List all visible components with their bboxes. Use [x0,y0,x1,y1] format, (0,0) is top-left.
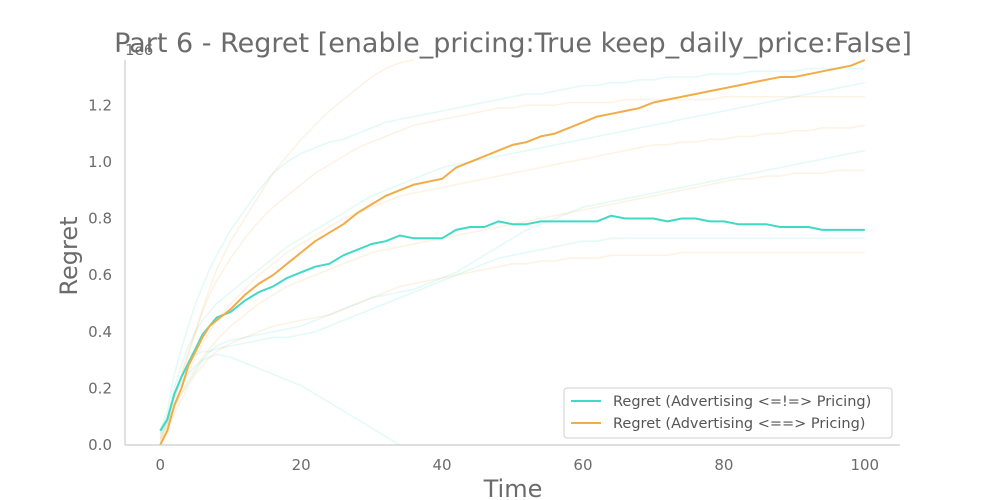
y-tick-label: 0.6 [88,266,112,284]
background-run-line [159,251,865,443]
legend-label: Regret (Advertising <=!=> Pricing) [613,394,871,410]
background-run-line [159,169,865,443]
legend: Regret (Advertising <=!=> Pricing) Regret… [563,387,893,439]
background-run-line [159,124,865,440]
y-ticks: 0.0 0.2 0.4 0.6 0.8 1.0 1.2 [88,96,112,454]
y-tick-label: 0.4 [88,323,112,341]
y-tick-label: 1.2 [88,96,112,114]
series-line [159,214,865,432]
background-run-line [159,81,865,432]
y-axis-label: Regret [55,216,83,295]
x-axis-label: Time [483,475,543,500]
background-run-line [159,237,865,437]
series-line [159,59,866,446]
background-runs [159,59,865,446]
y-tick-label: 0.2 [88,379,112,397]
x-tick-label: 0 [155,456,165,474]
y-tick-label: 0.0 [88,436,112,454]
x-tick-label: 20 [292,456,311,474]
legend-box [563,387,893,439]
y-axis-offset-label: 1e6 [125,41,153,59]
x-tick-label: 40 [432,456,451,474]
legend-label: Regret (Advertising <==> Pricing) [613,416,865,432]
background-run-line [159,96,865,440]
background-run-line [159,67,865,432]
background-run-line [159,149,865,435]
x-tick-label: 60 [573,456,592,474]
x-ticks: 0 20 40 60 80 100 [155,456,879,474]
series-lines [159,59,866,446]
chart-title: Part 6 - Regret [enable_pricing:True kee… [114,28,912,59]
x-tick-label: 80 [714,456,733,474]
x-tick-label: 100 [850,456,879,474]
y-tick-label: 1.0 [88,153,112,171]
background-run-line [159,59,415,440]
axes [124,60,900,446]
y-tick-label: 0.8 [88,210,112,228]
